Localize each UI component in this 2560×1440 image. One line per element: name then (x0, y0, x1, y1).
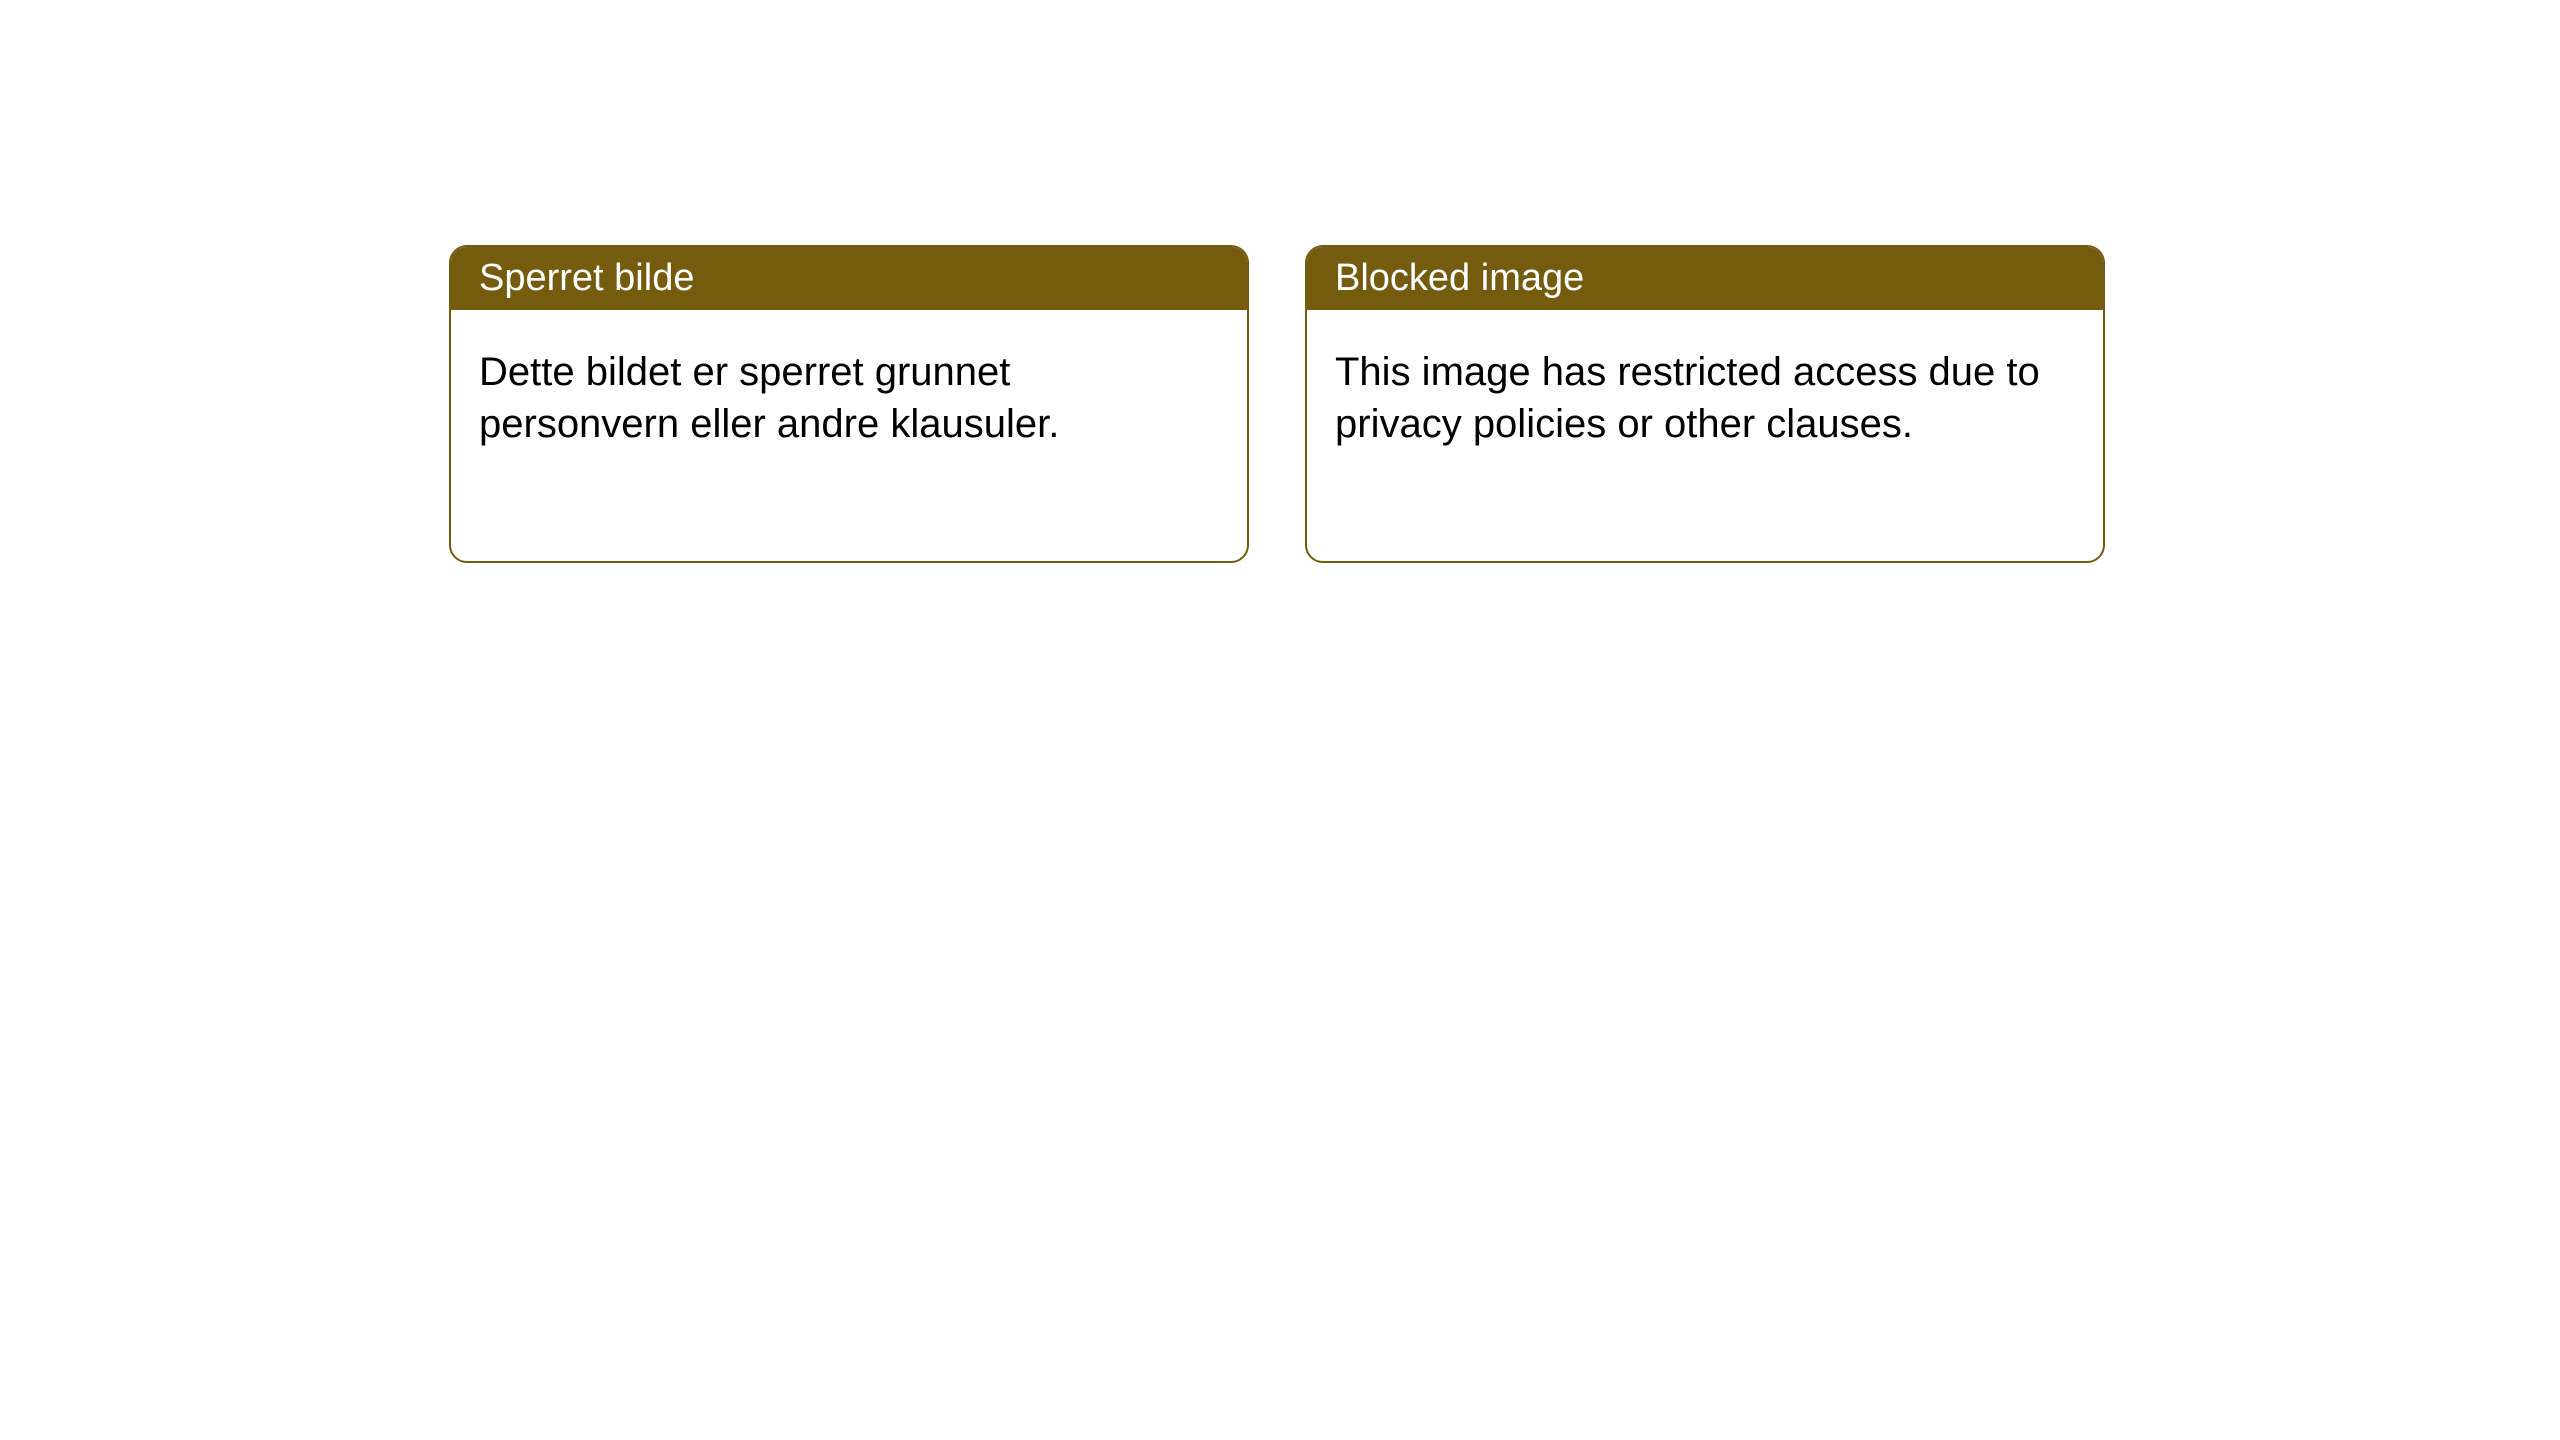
panel-title: Sperret bilde (479, 257, 694, 299)
panel-title: Blocked image (1335, 257, 1584, 299)
panel-body: This image has restricted access due to … (1307, 310, 2103, 561)
panel-header: Blocked image (1307, 247, 2103, 310)
panel-body-text: This image has restricted access due to … (1335, 350, 2040, 446)
panel-body: Dette bildet er sperret grunnet personve… (451, 310, 1247, 561)
panel-body-text: Dette bildet er sperret grunnet personve… (479, 350, 1059, 446)
notice-panel-english: Blocked image This image has restricted … (1305, 245, 2105, 563)
panel-header: Sperret bilde (451, 247, 1247, 310)
notice-panel-norwegian: Sperret bilde Dette bildet er sperret gr… (449, 245, 1249, 563)
notice-container: Sperret bilde Dette bildet er sperret gr… (0, 0, 2560, 563)
